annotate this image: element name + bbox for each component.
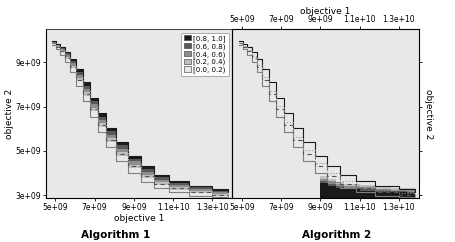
Polygon shape xyxy=(52,43,228,198)
Polygon shape xyxy=(320,181,415,193)
Polygon shape xyxy=(52,41,228,193)
Text: Algorithm 1: Algorithm 1 xyxy=(81,230,151,240)
Polygon shape xyxy=(320,179,415,192)
Polygon shape xyxy=(52,43,228,197)
Polygon shape xyxy=(52,42,228,194)
Text: Algorithm 2: Algorithm 2 xyxy=(302,230,371,240)
Polygon shape xyxy=(320,176,415,191)
Y-axis label: objective 2: objective 2 xyxy=(5,89,14,139)
Polygon shape xyxy=(320,185,415,198)
X-axis label: objective 1: objective 1 xyxy=(300,7,350,16)
X-axis label: objective 1: objective 1 xyxy=(114,214,164,223)
Polygon shape xyxy=(52,42,228,196)
Polygon shape xyxy=(320,176,415,198)
Y-axis label: objective 2: objective 2 xyxy=(424,89,433,139)
Polygon shape xyxy=(320,183,415,195)
Legend: [0.8, 1.0], [0.6, 0.8), [0.4, 0.6), [0.2, 0.4), [0.0, 0.2): [0.8, 1.0], [0.6, 0.8), [0.4, 0.6), [0.2… xyxy=(182,32,228,76)
